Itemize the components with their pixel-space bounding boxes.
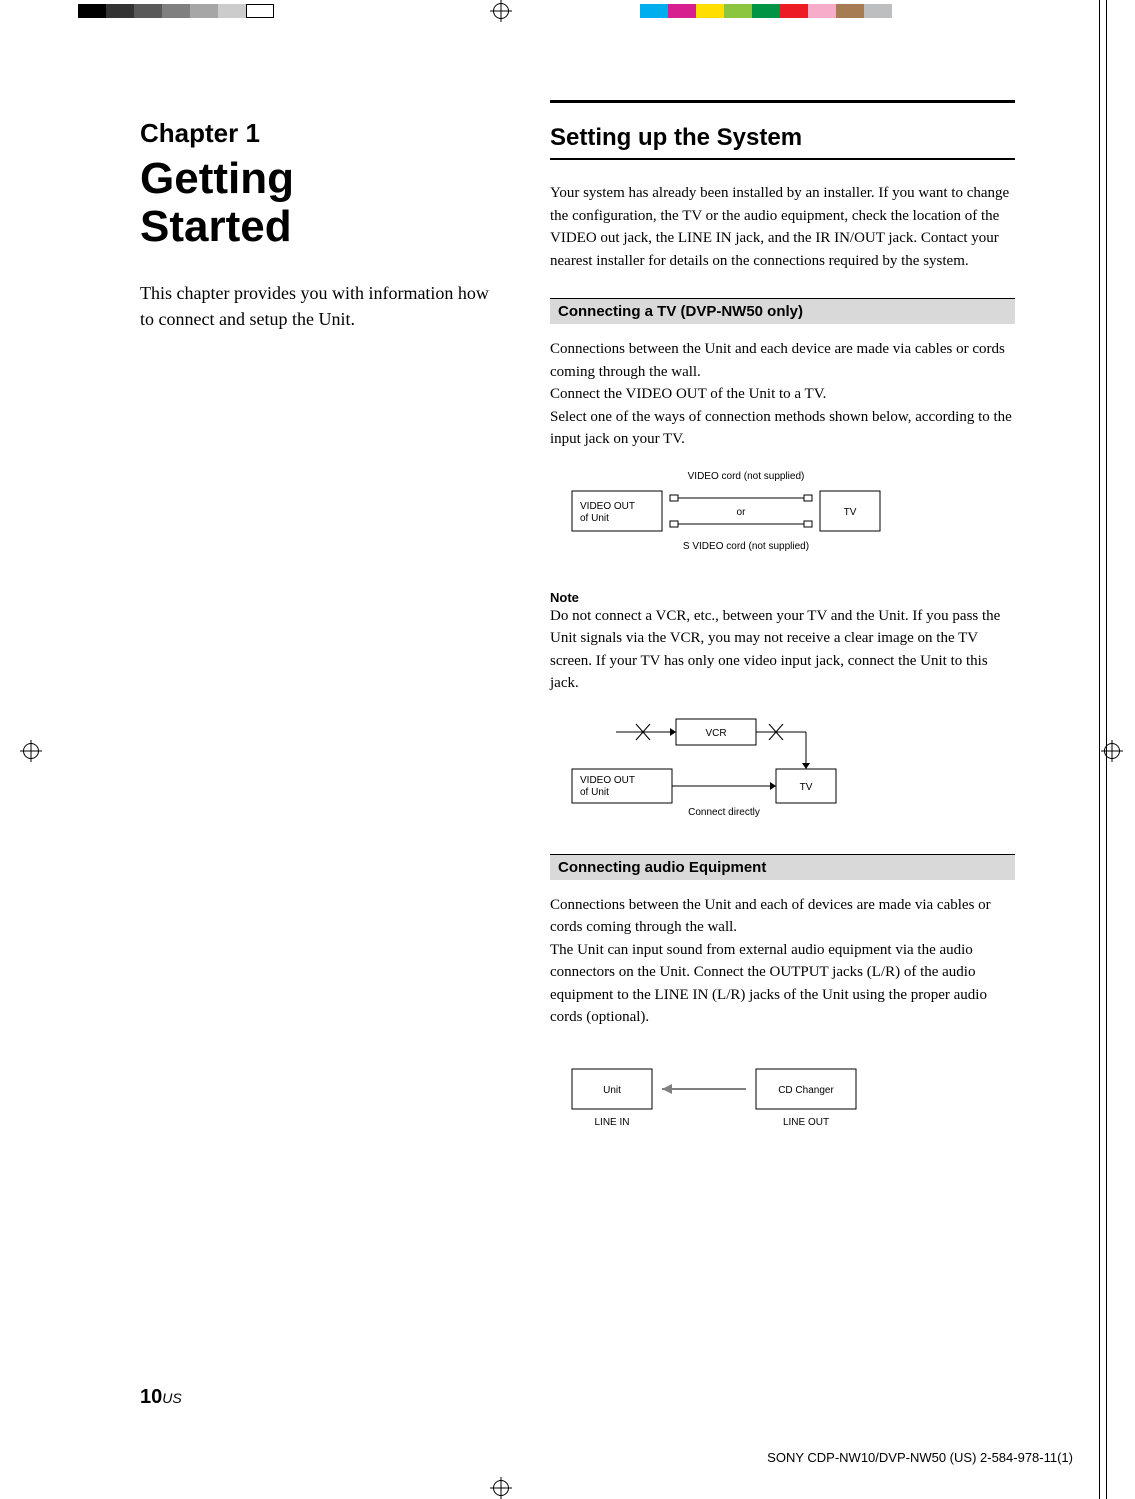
svg-text:VIDEO OUT: VIDEO OUT <box>580 775 635 786</box>
subheading-audio: Connecting audio Equipment <box>550 854 1015 880</box>
chapter-intro: This chapter provides you with informati… <box>140 280 490 332</box>
page-number-suffix: US <box>162 1390 181 1406</box>
sub2-body: Connections between the Unit and each of… <box>550 894 1015 1029</box>
trim-right <box>1099 0 1107 1499</box>
sub1-body: Connections between the Unit and each de… <box>550 338 1015 451</box>
crosshair-left <box>20 740 42 762</box>
color-bar <box>640 4 892 18</box>
svg-text:VIDEO OUT: VIDEO OUT <box>580 501 635 512</box>
crosshair-top <box>490 0 512 22</box>
page-number: 10US <box>140 1386 182 1409</box>
diagram-vcr: VCR VIDEO OUT of Unit TV <box>566 713 1015 828</box>
chapter-title-line1: Getting <box>140 154 294 203</box>
svg-text:LINE OUT: LINE OUT <box>783 1117 829 1128</box>
note-label: Note <box>550 590 1015 605</box>
svg-text:TV: TV <box>800 782 813 793</box>
svg-text:VIDEO cord (not supplied): VIDEO cord (not supplied) <box>688 471 805 482</box>
svg-text:CD Changer: CD Changer <box>778 1085 834 1096</box>
section-intro: Your system has already been installed b… <box>550 182 1015 272</box>
svg-text:VCR: VCR <box>705 728 726 739</box>
chapter-title: Getting Started <box>140 155 490 252</box>
footer-doc-id: SONY CDP-NW10/DVP-NW50 (US) 2-584-978-11… <box>767 1450 1073 1465</box>
svg-text:Unit: Unit <box>603 1085 621 1096</box>
diagram-audio-svg: Unit CD Changer LINE IN LINE OUT <box>566 1063 886 1143</box>
right-column: Setting up the System Your system has al… <box>550 100 1015 1148</box>
gray-bar <box>78 4 274 18</box>
diagram-vcr-svg: VCR VIDEO OUT of Unit TV <box>566 713 886 823</box>
registration-top <box>0 0 1135 24</box>
subheading-tv: Connecting a TV (DVP-NW50 only) <box>550 298 1015 324</box>
trim-bottom-right <box>1099 1477 1107 1497</box>
left-column: Chapter 1 Getting Started This chapter p… <box>140 100 490 1148</box>
svg-text:TV: TV <box>844 507 857 518</box>
svg-text:of Unit: of Unit <box>580 787 609 798</box>
svg-text:Connect directly: Connect directly <box>688 807 760 818</box>
diagram-tv-connection: VIDEO cord (not supplied) VIDEO OUT of U… <box>566 469 1015 564</box>
svg-text:of Unit: of Unit <box>580 513 609 524</box>
diagram-audio: Unit CD Changer LINE IN LINE OUT <box>566 1063 1015 1148</box>
note-body: Do not connect a VCR, etc., between your… <box>550 605 1015 695</box>
registration-bottom <box>0 1475 1135 1499</box>
page-number-value: 10 <box>140 1386 162 1408</box>
svg-text:or: or <box>737 507 747 518</box>
crosshair-bottom <box>490 1477 512 1499</box>
page: Chapter 1 Getting Started This chapter p… <box>60 40 1075 1439</box>
section-title: Setting up the System <box>550 124 1015 160</box>
diagram-tv-svg: VIDEO cord (not supplied) VIDEO OUT of U… <box>566 469 906 559</box>
svg-text:LINE IN: LINE IN <box>594 1117 629 1128</box>
chapter-title-line2: Started <box>140 202 292 251</box>
svg-text:S VIDEO cord (not supplied): S VIDEO cord (not supplied) <box>683 541 809 552</box>
chapter-label: Chapter 1 <box>140 118 490 149</box>
